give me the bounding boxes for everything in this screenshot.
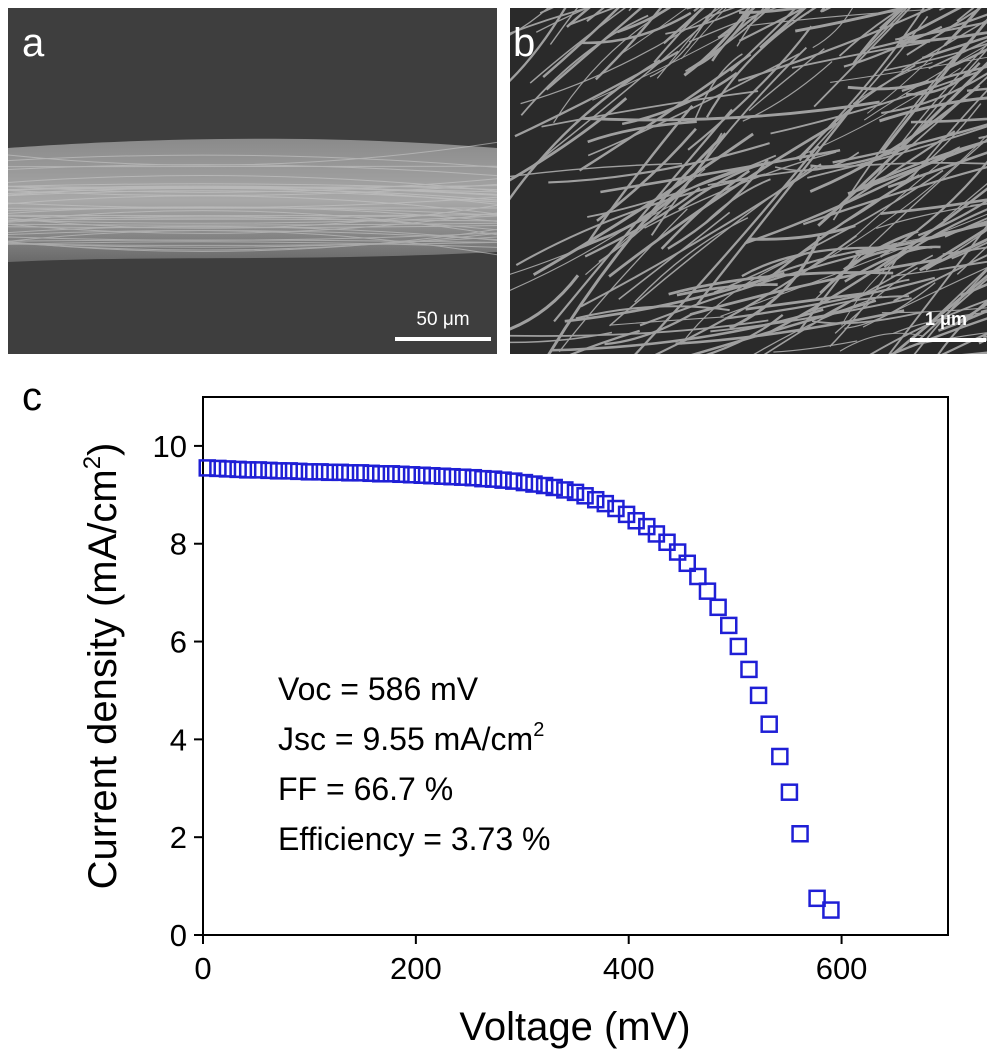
x-tick-label: 0 xyxy=(194,951,211,986)
y-tick-label: 2 xyxy=(170,820,187,855)
y-label-sup: 2 xyxy=(79,456,106,469)
sem-image-b xyxy=(481,0,988,379)
texture xyxy=(962,0,988,4)
data-point xyxy=(496,473,511,488)
data-point xyxy=(741,662,756,677)
x-tick-label: 200 xyxy=(390,951,442,986)
annotation-text: Voc = 586 mV xyxy=(278,671,479,707)
data-point xyxy=(762,717,777,732)
annotation: FF = 66.7 % xyxy=(278,771,453,807)
data-point xyxy=(282,463,297,478)
texture xyxy=(789,0,897,4)
data-point xyxy=(415,468,430,483)
texture xyxy=(810,0,964,6)
data-point xyxy=(466,470,481,485)
data-point xyxy=(445,469,460,484)
data-point xyxy=(751,688,766,703)
data-point xyxy=(353,465,368,480)
panel-label: b xyxy=(513,21,535,65)
data-point xyxy=(670,545,685,560)
texture xyxy=(623,0,709,4)
scale-bar-label: 50 μm xyxy=(416,309,469,330)
annotation-sup: 2 xyxy=(533,719,544,741)
data-point xyxy=(333,465,348,480)
data-point xyxy=(435,469,450,484)
annotation-text: Jsc = 9.55 mA/cm xyxy=(278,721,533,757)
data-point xyxy=(373,466,388,481)
data-point xyxy=(598,496,613,511)
data-point xyxy=(475,471,490,486)
data-point xyxy=(424,468,439,483)
data-point xyxy=(455,470,470,485)
data-point xyxy=(261,463,276,478)
data-point xyxy=(364,466,379,481)
data-point xyxy=(271,463,286,478)
y-tick-label: 0 xyxy=(170,918,187,953)
annotation-text: FF = 66.7 % xyxy=(278,771,453,807)
y-tick-label: 6 xyxy=(170,625,187,660)
data-point xyxy=(302,464,317,479)
y-tick-label: 10 xyxy=(153,429,187,464)
y-tick-label: 8 xyxy=(170,527,187,562)
texture xyxy=(687,0,917,8)
y-label-tail: ) xyxy=(81,443,125,456)
texture xyxy=(520,0,810,4)
x-axis-label: Voltage (mV) xyxy=(459,1005,690,1049)
data-point xyxy=(220,461,235,476)
data-point xyxy=(486,472,501,487)
data-point xyxy=(588,492,603,507)
data-point xyxy=(342,465,357,480)
data-point xyxy=(404,467,419,482)
y-label-text: Current density (mA/cm xyxy=(81,469,125,889)
texture xyxy=(774,0,948,1)
data-point xyxy=(608,501,623,516)
x-tick-label: 600 xyxy=(816,951,868,986)
panel-label: a xyxy=(22,21,45,65)
data-point xyxy=(313,464,328,479)
data-point xyxy=(782,785,797,800)
panel-label: c xyxy=(22,375,42,419)
texture xyxy=(744,0,939,5)
data-point xyxy=(731,639,746,654)
data-point xyxy=(393,467,408,482)
data-point xyxy=(772,749,787,764)
texture xyxy=(798,0,938,2)
data-point xyxy=(322,465,337,480)
data-point xyxy=(384,466,399,481)
annotation: Efficiency = 3.73 % xyxy=(278,821,550,857)
y-tick-label: 4 xyxy=(170,722,187,757)
annotation: Jsc = 9.55 mA/cm2 xyxy=(278,719,544,757)
data-point xyxy=(793,826,808,841)
scale-bar-label: 1 μm xyxy=(925,309,967,329)
x-tick-label: 400 xyxy=(603,951,655,986)
y-axis-label: Current density (mA/cm2) xyxy=(79,443,125,890)
data-point xyxy=(711,600,726,615)
data-point xyxy=(210,461,225,476)
data-point xyxy=(240,462,255,477)
data-point xyxy=(231,462,246,477)
annotation-text: Efficiency = 3.73 % xyxy=(278,821,550,857)
annotation: Voc = 586 mV xyxy=(278,671,479,707)
data-point xyxy=(251,462,266,477)
data-point xyxy=(700,584,715,599)
data-point xyxy=(721,618,736,633)
data-point xyxy=(291,464,306,479)
sem-image-a xyxy=(8,8,497,354)
